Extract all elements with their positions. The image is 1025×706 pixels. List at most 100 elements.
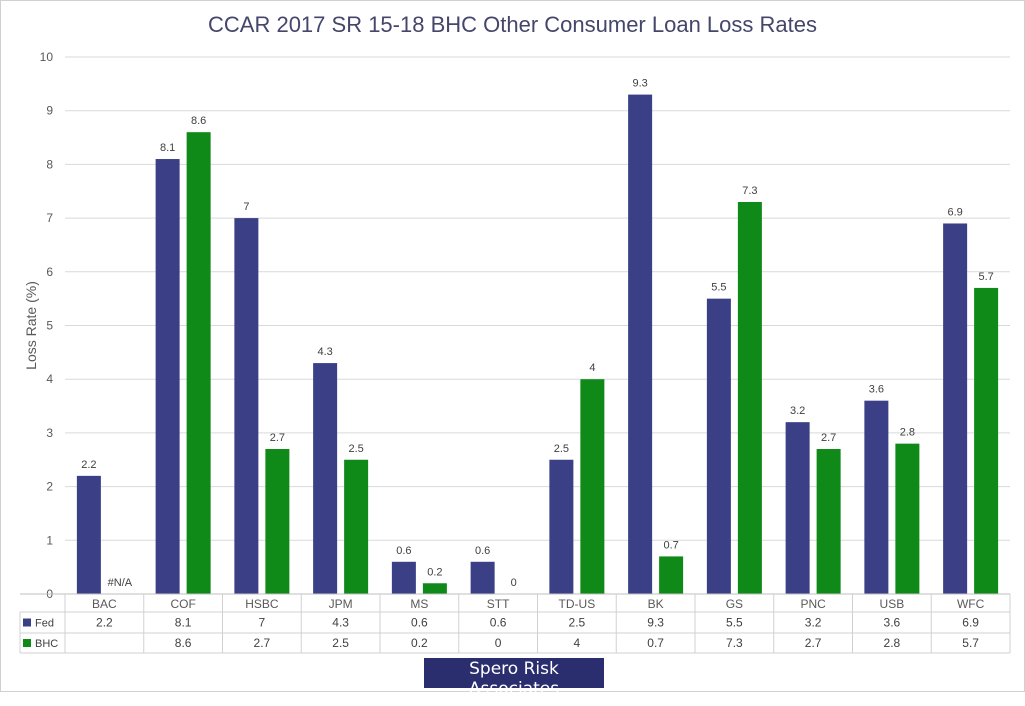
table-cell: 7 <box>259 616 266 630</box>
table-cell: 5.7 <box>962 636 979 650</box>
bar-bhc <box>737 201 762 595</box>
x-tick-label: BAC <box>92 597 117 611</box>
data-label: 2.7 <box>270 432 285 444</box>
y-tick-label: 2 <box>46 480 53 494</box>
table-cell: 2.7 <box>254 636 271 650</box>
table-cell: 8.6 <box>175 636 192 650</box>
y-tick-label: 1 <box>46 533 53 547</box>
company-logo: Spero Risk Associates Leaders in Risk Ma… <box>424 658 604 705</box>
bar-bhc <box>580 379 605 594</box>
bar-fed <box>76 475 101 594</box>
y-tick-label: 3 <box>46 426 53 440</box>
table-cell: 2.8 <box>884 636 901 650</box>
table-cell: 4 <box>574 636 581 650</box>
data-label: 7.3 <box>742 185 757 197</box>
x-tick-label: STT <box>487 597 510 611</box>
data-label: 2.8 <box>900 427 915 439</box>
data-label: 9.3 <box>632 78 647 90</box>
bar-fed <box>155 159 180 594</box>
y-tick-label: 4 <box>46 372 53 386</box>
data-label: 3.2 <box>790 405 805 417</box>
x-tick-label: TD-US <box>559 597 596 611</box>
table-cell: 0.2 <box>411 636 428 650</box>
data-label: 2.5 <box>348 443 363 455</box>
data-label: 0.2 <box>427 566 442 578</box>
bar-fed <box>313 363 338 594</box>
x-tick-label: MS <box>410 597 428 611</box>
legend-swatch-fed <box>23 618 31 627</box>
x-tick-label: PNC <box>800 597 826 611</box>
chart-title: CCAR 2017 SR 15-18 BHC Other Consumer Lo… <box>208 12 817 37</box>
table-cell: 4.3 <box>332 616 349 630</box>
bar-fed <box>234 218 259 594</box>
bar-fed <box>391 561 416 594</box>
table-cell: 2.5 <box>332 636 349 650</box>
data-label: 2.2 <box>81 459 96 471</box>
data-label: 2.5 <box>554 443 569 455</box>
table-cell: 3.2 <box>805 616 822 630</box>
legend-swatch-bhc <box>23 639 31 647</box>
data-label: 8.6 <box>191 115 206 127</box>
table-cell: 9.3 <box>647 616 664 630</box>
bar-bhc <box>422 583 447 594</box>
x-tick-label: COF <box>170 597 195 611</box>
y-tick-label: 9 <box>46 104 53 118</box>
y-tick-label: 5 <box>46 319 53 333</box>
table-cell: 0.6 <box>411 616 428 630</box>
y-axis-label: Loss Rate (%) <box>23 281 39 370</box>
bar-bhc <box>895 443 920 594</box>
bar-fed <box>628 94 653 594</box>
table-cell: 0.7 <box>647 636 664 650</box>
data-label: 4 <box>589 362 595 374</box>
logo-title: Spero Risk Associates <box>468 659 560 699</box>
data-label: #N/A <box>108 577 133 589</box>
data-label: 3.6 <box>869 384 884 396</box>
data-label: 0.6 <box>396 545 411 557</box>
x-tick-label: JPM <box>329 597 353 611</box>
bar-fed <box>470 561 495 594</box>
table-cell: 0.6 <box>490 616 507 630</box>
bar-bhc <box>265 449 290 594</box>
bar-fed <box>943 223 968 594</box>
data-label: 7 <box>243 201 249 213</box>
x-tick-label: WFC <box>957 597 985 611</box>
data-label: 6.9 <box>947 206 962 218</box>
bar-fed <box>549 459 574 594</box>
legend-label: Fed <box>35 618 54 630</box>
data-label: 0.7 <box>663 539 678 551</box>
data-label: 2.7 <box>821 432 836 444</box>
table-cell: 6.9 <box>962 616 979 630</box>
bar-fed <box>785 422 810 594</box>
y-tick-label: 6 <box>46 265 53 279</box>
x-tick-label: USB <box>880 597 905 611</box>
table-cell: 0 <box>495 636 502 650</box>
bar-bhc <box>186 132 211 594</box>
y-tick-label: 10 <box>40 50 54 64</box>
data-label: 5.7 <box>978 271 993 283</box>
table-cell: 8.1 <box>175 616 192 630</box>
data-label: 8.1 <box>160 142 175 154</box>
table-cell: 2.7 <box>805 636 822 650</box>
logo-tagline: Leaders in Risk Management, Modeling & S… <box>433 699 595 705</box>
bar-bhc <box>816 449 841 594</box>
data-label: 4.3 <box>317 346 332 358</box>
table-cell: 3.6 <box>884 616 901 630</box>
legend-label: BHC <box>35 638 58 650</box>
data-label: 0.6 <box>475 545 490 557</box>
table-cell: 7.3 <box>726 636 743 650</box>
x-tick-label: GS <box>726 597 743 611</box>
table-cell: 2.5 <box>569 616 586 630</box>
data-label: 5.5 <box>711 282 726 294</box>
y-tick-label: 7 <box>46 211 53 225</box>
bar-bhc <box>974 287 999 594</box>
table-cell: 2.2 <box>96 616 113 630</box>
y-tick-label: 8 <box>46 157 53 171</box>
x-tick-label: BK <box>648 597 664 611</box>
bar-fed <box>706 298 731 594</box>
bar-bhc <box>344 459 369 594</box>
bar-bhc <box>659 556 684 594</box>
table-cell: 5.5 <box>726 616 743 630</box>
bar-fed <box>864 400 889 594</box>
data-label: 0 <box>511 577 517 589</box>
